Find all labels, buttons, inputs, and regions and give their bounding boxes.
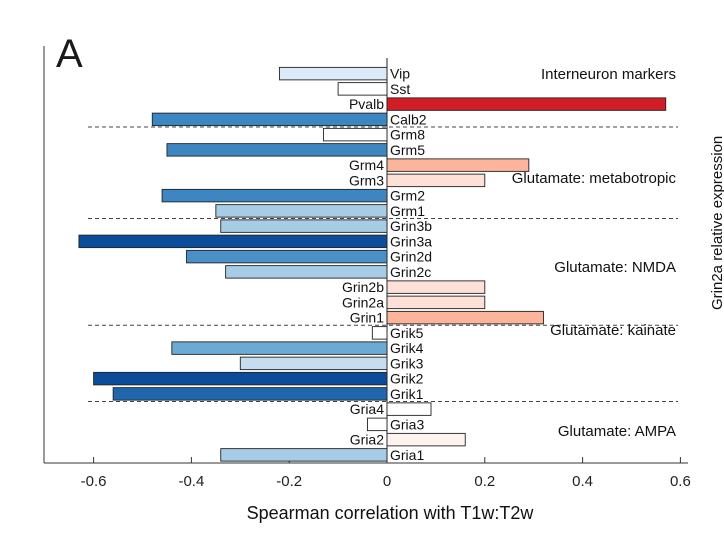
bar-calb2: [151, 112, 388, 127]
bar-grin3a: [78, 234, 388, 249]
bar-label-grm3: Grm3: [349, 172, 384, 188]
x-tick-label: 0.6: [670, 473, 691, 490]
bar-label-sst: Sst: [390, 81, 410, 97]
x-tick-label: -0.6: [81, 473, 107, 490]
bar-label-gria4: Gria4: [350, 401, 384, 417]
bar-sst: [337, 82, 388, 96]
bar-label-grm2: Grm2: [390, 188, 425, 204]
bar-label-grik5: Grik5: [390, 325, 424, 341]
bar-grin2d: [186, 249, 388, 264]
bar-gria1: [220, 448, 388, 462]
panel-label: A: [56, 32, 83, 76]
x-tick-label: -0.4: [178, 473, 204, 490]
bar-grin2a: [386, 295, 486, 310]
bar-grm8: [322, 127, 388, 142]
group-label: Glutamate: kainate: [550, 322, 676, 339]
bar-label-calb2: Calb2: [390, 111, 427, 127]
bar-label-grik2: Grik2: [390, 371, 424, 387]
bar-grik1: [112, 387, 388, 401]
bar-label-grm5: Grm5: [390, 142, 425, 158]
bar-gria3: [366, 417, 388, 432]
bar-label-gria1: Gria1: [390, 447, 424, 463]
bar-label-vip: Vip: [390, 66, 410, 82]
x-tick-label: -0.2: [276, 473, 302, 490]
group-label: Interneuron markers: [541, 66, 676, 83]
x-axis-title: Spearman correlation with T1w:T2w: [247, 503, 535, 523]
bar-grin2c: [225, 265, 388, 279]
bar-label-grin3b: Grin3b: [390, 218, 432, 234]
group-label: Glutamate: NMDA: [554, 259, 676, 276]
bar-pvalb: [386, 97, 667, 111]
group-label: Glutamate: AMPA: [558, 423, 676, 440]
bar-grik5: [371, 326, 388, 340]
bar-label-grm4: Grm4: [349, 157, 384, 173]
bar-grik2: [93, 371, 388, 386]
side-axis-label: Grin2a relative expression: [709, 136, 724, 310]
bar-label-grin2d: Grin2d: [390, 249, 432, 265]
bar-vip: [278, 66, 388, 81]
bar-label-gria3: Gria3: [390, 416, 424, 432]
bar-label-grin2a: Grin2a: [342, 294, 384, 310]
bar-grm5: [166, 143, 388, 157]
bar-label-grin2b: Grin2b: [342, 279, 384, 295]
bar-grm4: [386, 158, 530, 172]
bar-grin2b: [386, 280, 486, 294]
bar-grik3: [239, 356, 388, 371]
bar-label-grik1: Grik1: [390, 386, 424, 402]
bar-label-grik3: Grik3: [390, 355, 424, 371]
bar-grm3: [386, 173, 486, 188]
bar-label-grm8: Grm8: [390, 127, 425, 143]
x-tick-label: 0: [383, 473, 391, 490]
x-tick-label: 0.2: [474, 473, 495, 490]
bar-grm1: [215, 204, 388, 218]
bar-grm2: [161, 188, 388, 203]
bar-label-grin2c: Grin2c: [390, 264, 431, 280]
bar-grin1: [386, 310, 544, 325]
bar-gria2: [386, 432, 466, 447]
group-label: Glutamate: metabotropic: [512, 170, 677, 187]
bar-label-grin3a: Grin3a: [390, 233, 432, 249]
x-tick-label: 0.4: [572, 473, 593, 490]
bar-label-pvalb: Pvalb: [349, 96, 384, 112]
bar-grin3b: [220, 219, 388, 233]
bar-label-grin1: Grin1: [350, 310, 384, 326]
bar-label-grm1: Grm1: [390, 203, 425, 219]
bar-label-grik4: Grik4: [390, 340, 424, 356]
bar-label-gria2: Gria2: [350, 432, 384, 448]
bar-grik4: [171, 341, 388, 355]
bar-gria4: [386, 402, 432, 416]
